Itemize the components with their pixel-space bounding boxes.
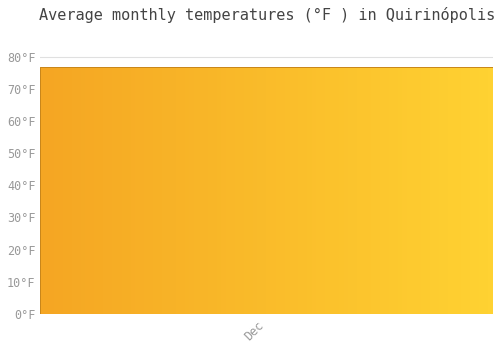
Title: Average monthly temperatures (°F ) in Quirinópolis: Average monthly temperatures (°F ) in Qu… bbox=[38, 7, 495, 23]
